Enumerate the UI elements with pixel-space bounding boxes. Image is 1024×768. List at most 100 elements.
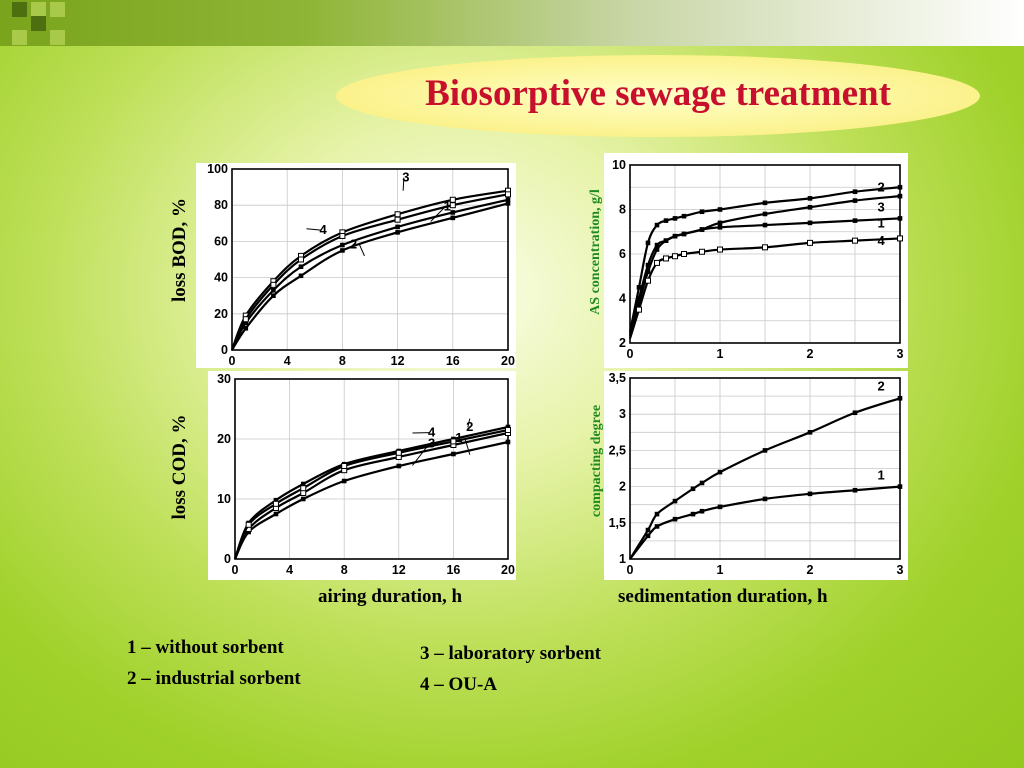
- cod-leader-line: [464, 437, 471, 455]
- bod-series-1-point: [298, 264, 304, 270]
- bod-curve-label-3: 3: [402, 170, 409, 185]
- compact-series-1-point: [852, 487, 858, 493]
- as-series-4-point: [852, 237, 858, 244]
- as-curve-label-1: 1: [877, 215, 884, 230]
- cod-x-tick-label: 8: [341, 563, 348, 577]
- compact-series-2-point: [672, 498, 678, 504]
- cod-leader-line: [412, 443, 430, 466]
- cod-series-1-point: [451, 451, 456, 457]
- as-series-4-point: [717, 246, 723, 253]
- compact-y-tick-label: 2,5: [609, 443, 626, 457]
- as-curve-label-2: 2: [877, 180, 884, 195]
- legend-item-2: 2 – industrial sorbent: [127, 668, 301, 689]
- cod-series-4-point: [450, 438, 457, 445]
- cod-leader-line: [467, 418, 471, 428]
- legend-item-4: 4 – OU-A: [420, 674, 498, 695]
- compact-series-2-point: [807, 430, 813, 435]
- bod-series-2-point: [395, 230, 400, 235]
- cod-series-2-line: [233, 425, 509, 560]
- as-series-2-point: [699, 209, 705, 215]
- cod-chart: 0 4 8 12 16 20 0 10 20 30 2 4 1 3: [217, 372, 515, 577]
- legend-item-1: 1 – without sorbent: [127, 637, 284, 658]
- bod-curve-label-2: 2: [350, 237, 357, 252]
- compact-series-2-point: [897, 395, 903, 401]
- bod-curve-label-4: 4: [319, 222, 327, 237]
- as-series-3-point: [762, 211, 768, 217]
- legend-left: 1 – without sorbent 2 – industrial sorbe…: [127, 632, 301, 694]
- bod-series-2-point: [298, 273, 304, 279]
- decor-square-4: [31, 16, 46, 31]
- as-series-4-point: [807, 239, 813, 246]
- compact-x-tick-label: 2: [807, 563, 814, 577]
- as-y-tick-label: 10: [612, 158, 626, 172]
- compact-series-1-point: [645, 533, 651, 539]
- title-highlight: [336, 55, 980, 137]
- decor-square-1: [12, 2, 27, 17]
- as-series-2-point: [645, 240, 651, 246]
- compact-series-2-point: [762, 448, 768, 453]
- decor-square-3: [50, 2, 65, 17]
- cod-series-4-point: [272, 500, 279, 507]
- compact-y-tick-label: 1: [619, 552, 626, 566]
- cod-series-1-point: [341, 478, 347, 484]
- decor-square-5: [12, 30, 27, 45]
- cod-x-tick-label: 12: [392, 563, 406, 577]
- bod-series-1-point: [395, 224, 400, 230]
- compact-y-tick-label: 3,5: [609, 371, 626, 385]
- as-series-2-point: [807, 196, 813, 201]
- as-series-4-point: [645, 277, 651, 284]
- cod-series-4-line: [233, 428, 509, 560]
- as-y-axis-label: AS concentration, g/l: [588, 189, 603, 315]
- compact-y-axis-label: compacting degree: [589, 404, 604, 518]
- bod-series-4-point: [449, 202, 456, 209]
- as-series-4-point: [681, 251, 687, 257]
- as-series-3-point: [672, 233, 678, 239]
- as-series-2-point: [681, 213, 687, 219]
- bod-plot-frame: [231, 168, 509, 351]
- cod-series-1-point: [273, 511, 279, 517]
- compact-series-2-point: [654, 511, 660, 517]
- compact-series-1-point: [807, 491, 813, 497]
- cod-series-3-point: [300, 490, 307, 496]
- as-series-4-point: [654, 259, 660, 266]
- bod-y-tick-label: 60: [214, 234, 228, 248]
- bod-series-1-point: [505, 197, 511, 203]
- compact-series-1-point: [897, 484, 903, 489]
- compact-series-1-point: [699, 508, 705, 514]
- bod-chart-panel: 0 4 8 12 16 20 0 20 40 60 80 100 3 4 1 2: [196, 163, 516, 368]
- decor-square-2: [31, 2, 46, 17]
- compact-series-1-point: [717, 504, 723, 510]
- as-x-tick-label: 2: [807, 347, 814, 361]
- bod-y-tick-label: 0: [221, 343, 228, 357]
- as-curve-label-3: 3: [877, 199, 884, 214]
- cod-series-4-point: [341, 463, 348, 469]
- cod-x-tick-label: 4: [286, 563, 293, 577]
- bod-x-tick-label: 20: [501, 354, 515, 368]
- bod-y-tick-label: 40: [214, 271, 228, 285]
- cod-x-tick-label: 0: [232, 563, 239, 577]
- bod-x-tick-label: 0: [229, 354, 236, 368]
- as-series-3-point: [681, 231, 687, 237]
- sedimentation-x-axis-label: sedimentation duration, h: [618, 586, 828, 607]
- compact-series-1-point: [762, 496, 768, 502]
- as-series-1-point: [654, 247, 660, 252]
- bod-y-tick-label: 20: [214, 307, 228, 321]
- compact-series-2-point: [699, 480, 705, 486]
- bod-series-2-point: [505, 201, 511, 206]
- as-series-4-point: [897, 235, 903, 242]
- bod-leader-line: [430, 206, 446, 222]
- bod-y-axis-label: loss BOD, %: [169, 198, 190, 302]
- bod-series-4-point: [339, 232, 346, 239]
- bod-y-tick-label: 80: [214, 198, 228, 212]
- compact-y-tick-label: 3: [619, 407, 626, 421]
- bod-leader-line: [306, 228, 322, 231]
- as-series-3-point: [699, 227, 705, 232]
- cod-series-4-point: [300, 485, 307, 492]
- bod-series-2-line: [231, 202, 509, 351]
- airing-x-axis-label: airing duration, h: [318, 586, 463, 607]
- compact-y-tick-label: 2: [619, 480, 626, 494]
- as-series-4-point: [699, 248, 705, 255]
- as-series-3-point: [663, 238, 669, 243]
- cod-x-tick-label: 16: [446, 563, 460, 577]
- as-series-3-point: [852, 198, 858, 203]
